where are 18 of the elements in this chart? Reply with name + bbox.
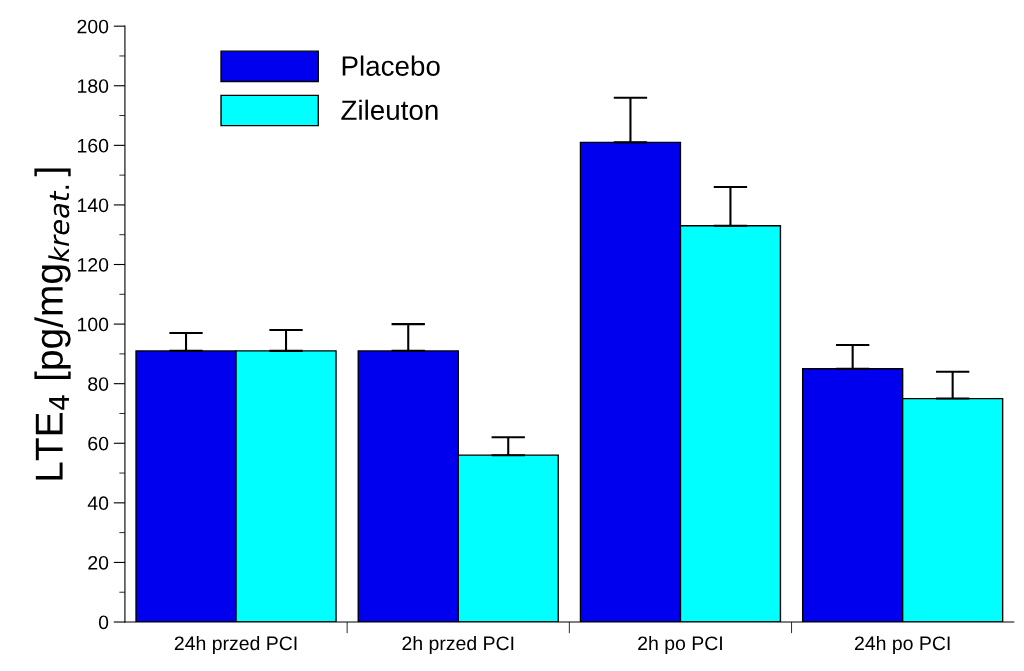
y-tick-label: 200	[77, 19, 109, 34]
legend-label: Zileuton	[341, 99, 438, 121]
legend-label: Placebo	[342, 55, 440, 76]
x-tick-label: 2h przed PCI	[402, 635, 514, 655]
x-tick-label: 2h po PCI	[638, 635, 722, 655]
y-axis-title: LTE$_{4}$ [pg/mg$_{kreat.}$]	[34, 168, 71, 480]
y-tick-label: 80	[88, 377, 109, 391]
y-tick-label: 120	[78, 257, 109, 272]
y-tick-label: 180	[78, 79, 109, 93]
y-tick-label: 140	[78, 198, 109, 213]
x-tick-label: 24h przed PCI	[174, 635, 297, 655]
y-tick-label: 40	[87, 496, 109, 511]
y-tick-label: 20	[88, 555, 109, 570]
y-tick-label: 60	[88, 436, 109, 451]
y-tick-label: 100	[78, 317, 109, 332]
y-tick-label: 0	[98, 615, 109, 630]
y-tick-label: 160	[78, 138, 109, 153]
x-tick-label: 24h po PCI	[854, 635, 950, 655]
